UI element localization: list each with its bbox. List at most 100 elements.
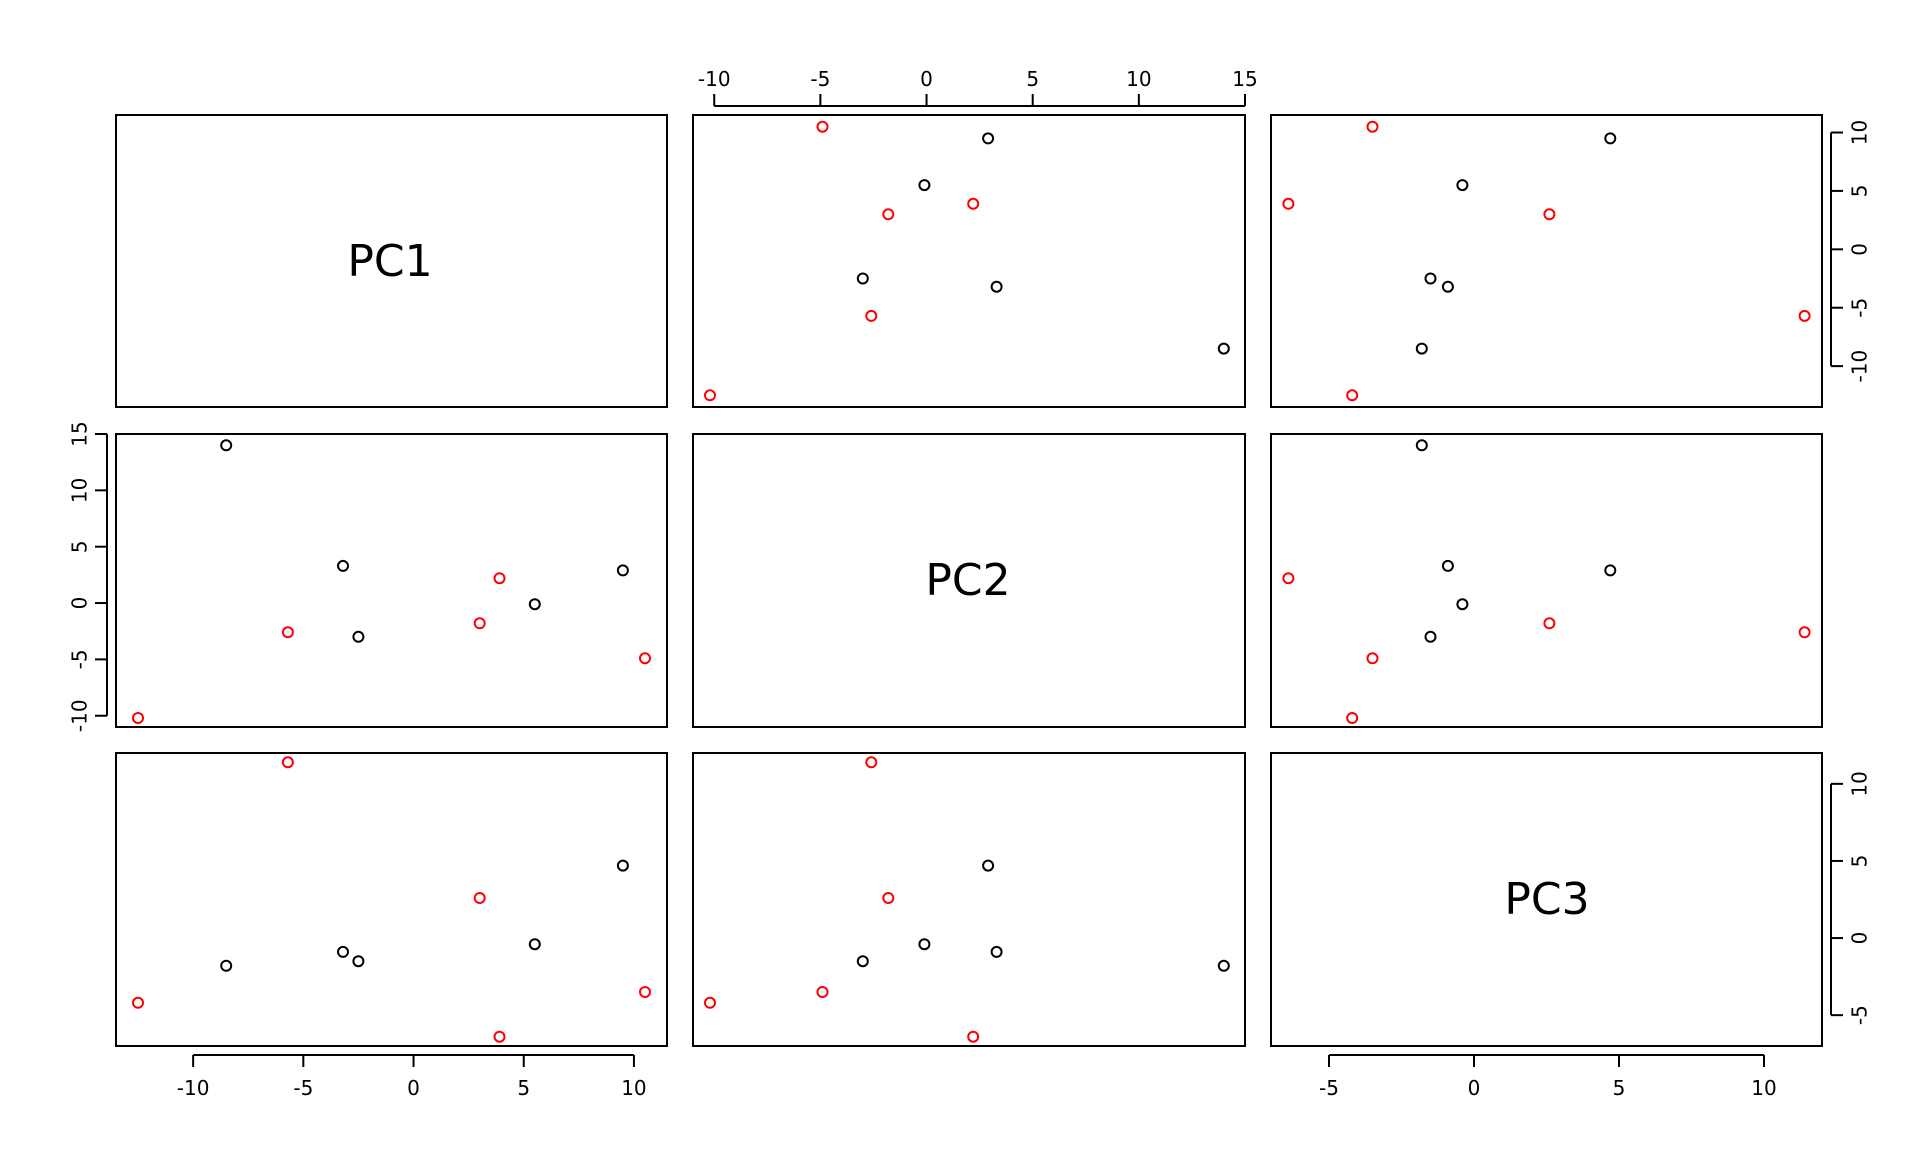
panel-frame-r3-c2 (692, 752, 1246, 1047)
tick-label-right-pc1-4: 10 (1848, 120, 1872, 145)
point-pc3-vs-pc2-9 (967, 1030, 980, 1043)
tick-label-top-pc2-3: 5 (1026, 67, 1039, 91)
point-pc1-vs-pc3-5 (1604, 132, 1617, 145)
point-pc2-vs-pc3-4 (1456, 598, 1469, 611)
point-pc2-vs-pc3-8 (1543, 617, 1556, 630)
point-pc3-vs-pc1-9 (493, 1030, 506, 1043)
point-pc2-vs-pc1-4 (528, 598, 541, 611)
point-pc2-vs-pc3-9 (1282, 572, 1295, 585)
diagonal-label-pc2: PC2 (925, 555, 1010, 606)
panel-frame-r3-c3 (1270, 752, 1823, 1047)
point-pc3-vs-pc2-2 (990, 945, 1003, 958)
point-pc1-vs-pc2-4 (918, 179, 931, 192)
point-pc2-vs-pc3-6 (1346, 712, 1359, 724)
point-pc2-vs-pc1-10 (639, 652, 651, 665)
point-pc2-vs-pc1-8 (473, 617, 486, 630)
point-pc3-vs-pc1-2 (337, 945, 349, 958)
point-pc2-vs-pc3-5 (1604, 564, 1617, 577)
point-pc2-vs-pc1-7 (281, 626, 294, 639)
panel-frame-r2-c1 (115, 433, 668, 728)
tick-label-left-pc2-3: 5 (68, 540, 92, 553)
point-pc3-vs-pc2-3 (856, 955, 869, 968)
point-pc1-vs-pc2-1 (1217, 342, 1230, 355)
tick-label-left-pc2-5: 15 (68, 421, 92, 446)
point-pc2-vs-pc1-9 (493, 572, 506, 585)
point-pc1-vs-pc3-9 (1282, 197, 1295, 210)
point-pc2-vs-pc3-7 (1798, 626, 1811, 639)
point-pc3-vs-pc1-1 (220, 959, 233, 972)
point-pc3-vs-pc2-6 (704, 996, 716, 1009)
point-pc3-vs-pc2-5 (982, 859, 995, 872)
point-pc1-vs-pc3-10 (1366, 120, 1379, 133)
point-pc3-vs-pc1-6 (132, 996, 144, 1009)
tick-label-bottom-pc3-3: 10 (1751, 1076, 1776, 1100)
tick-label-right-pc1-2: 0 (1848, 243, 1872, 256)
point-pc1-vs-pc3-3 (1424, 272, 1437, 285)
panel-frame-r1-c2 (692, 114, 1246, 408)
point-pc1-vs-pc2-10 (816, 120, 829, 133)
point-pc3-vs-pc1-8 (473, 892, 486, 904)
point-pc1-vs-pc2-8 (882, 208, 895, 221)
tick-label-right-pc1-0: -10 (1848, 350, 1872, 383)
tick-label-right-pc3-2: 5 (1848, 855, 1872, 868)
tick-label-right-pc3-3: 10 (1848, 771, 1872, 796)
point-pc1-vs-pc3-2 (1441, 280, 1454, 293)
point-pc3-vs-pc1-5 (616, 859, 629, 872)
panel-frame-r2-c3 (1270, 433, 1823, 728)
tick-label-top-pc2-4: 10 (1126, 67, 1151, 91)
point-pc1-vs-pc3-8 (1543, 208, 1556, 221)
tick-label-bottom-pc1-1: -5 (293, 1076, 313, 1100)
point-pc1-vs-pc3-1 (1415, 342, 1428, 355)
point-pc3-vs-pc1-4 (528, 938, 541, 951)
point-pc1-vs-pc2-6 (704, 389, 716, 402)
diagonal-label-pc3: PC3 (1504, 874, 1589, 925)
tick-label-bottom-pc1-3: 5 (517, 1076, 530, 1100)
tick-label-top-pc2-0: -10 (698, 67, 731, 91)
point-pc2-vs-pc3-10 (1366, 652, 1379, 665)
point-pc3-vs-pc2-7 (865, 756, 878, 769)
tick-label-right-pc1-1: -5 (1848, 298, 1872, 318)
panel-frame-r3-c1 (115, 752, 668, 1047)
tick-label-bottom-pc1-4: 10 (621, 1076, 646, 1100)
tick-label-left-pc2-4: 10 (68, 478, 92, 503)
point-pc1-vs-pc2-2 (990, 280, 1003, 293)
point-pc3-vs-pc1-7 (281, 756, 294, 769)
panel-frame-r1-c3 (1270, 114, 1823, 408)
point-pc1-vs-pc2-3 (856, 272, 869, 285)
point-pc3-vs-pc1-10 (639, 986, 651, 998)
point-pc1-vs-pc2-5 (982, 132, 995, 145)
tick-label-left-pc2-0: -10 (68, 699, 92, 732)
tick-label-right-pc3-1: 0 (1848, 932, 1872, 945)
tick-label-bottom-pc3-1: 0 (1468, 1076, 1481, 1100)
point-pc1-vs-pc3-6 (1346, 389, 1359, 402)
tick-label-left-pc2-1: -5 (68, 649, 92, 669)
panel-frame-r2-c2 (692, 433, 1246, 728)
point-pc1-vs-pc3-4 (1456, 179, 1469, 192)
tick-label-left-pc2-2: 0 (68, 597, 92, 610)
tick-label-right-pc3-0: -5 (1848, 1005, 1872, 1025)
point-pc2-vs-pc1-2 (337, 559, 349, 572)
tick-label-bottom-pc3-0: -5 (1319, 1076, 1339, 1100)
point-pc3-vs-pc2-8 (882, 892, 895, 904)
panel-frame-r1-c1 (115, 114, 668, 408)
point-pc3-vs-pc2-1 (1217, 959, 1230, 972)
point-pc3-vs-pc1-3 (352, 955, 365, 968)
point-pc2-vs-pc1-6 (132, 712, 144, 724)
diagonal-label-pc1: PC1 (347, 236, 432, 287)
tick-label-bottom-pc3-2: 5 (1613, 1076, 1626, 1100)
point-pc3-vs-pc2-10 (816, 986, 829, 998)
point-pc2-vs-pc1-3 (352, 630, 365, 643)
point-pc2-vs-pc3-2 (1441, 559, 1454, 572)
tick-label-top-pc2-5: 15 (1232, 67, 1257, 91)
tick-label-bottom-pc1-0: -10 (177, 1076, 210, 1100)
tick-label-top-pc2-1: -5 (810, 67, 830, 91)
point-pc1-vs-pc3-7 (1798, 309, 1811, 322)
point-pc3-vs-pc2-4 (918, 938, 931, 951)
tick-label-right-pc1-3: 5 (1848, 185, 1872, 198)
point-pc2-vs-pc1-5 (616, 564, 629, 577)
point-pc2-vs-pc3-1 (1415, 439, 1428, 452)
point-pc2-vs-pc3-3 (1424, 630, 1437, 643)
point-pc2-vs-pc1-1 (220, 439, 233, 452)
tick-label-bottom-pc1-2: 0 (407, 1076, 420, 1100)
